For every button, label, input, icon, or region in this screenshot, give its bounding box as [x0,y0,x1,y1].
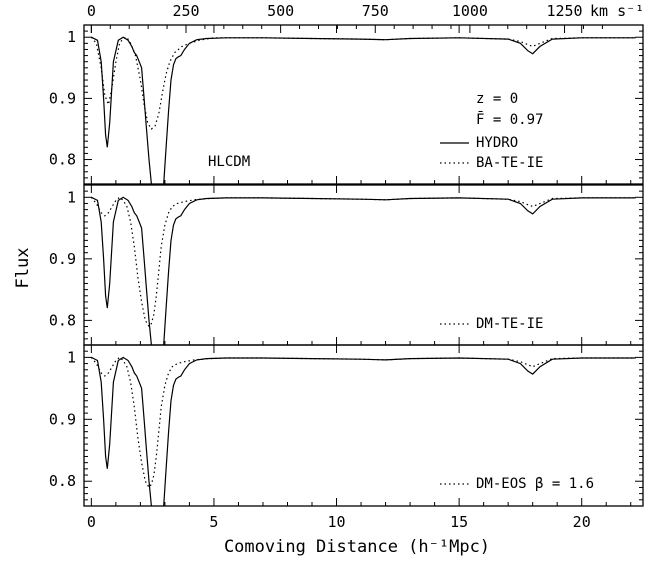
y-tick-label: 1 [67,188,76,206]
panel-1-label: HLCDM [208,154,250,170]
chart-panels: 0.8 0.9 1 0.8 0.9 1 0.8 0.9 1 [49,24,644,507]
top-tick-label: 250 [172,2,199,20]
x-tick-label: 0 [87,513,96,531]
top-tick-label: 1000 [452,2,488,20]
panel-2-frame [83,184,644,346]
x-tick-label: 15 [450,513,468,531]
y-tick-label: 0.8 [49,311,76,329]
y-axis-label: Flux [13,248,33,289]
chart-axes: 0 5 10 15 20 0 250 500 750 1000 1250 [87,2,591,531]
panel-1-redshift: z = 0 [476,91,518,107]
x-axis-label: Comoving Distance (h⁻¹Mpc) [224,537,490,557]
y-tick-label: 0.9 [49,410,76,428]
y-tick-label: 1 [67,348,76,366]
legend-dm-te-ie-label: DM-TE-IE [476,316,543,332]
panel-1-frame [83,24,644,185]
legend-hydro-label: HYDRO [476,135,518,151]
y-tick-label: 0.9 [49,250,76,268]
panel-3-hydro-curve [91,356,636,506]
panel-2-hydro-curve [91,196,636,345]
y-tick-label: 0.8 [49,151,76,169]
panel-2: 0.8 0.9 1 [49,184,644,346]
panel-1-hydro-curve [91,36,636,184]
legend-ba-te-ie-label: BA-TE-IE [476,155,543,171]
top-axis-unit: km s⁻¹ [590,2,644,20]
y-tick-label: 1 [67,28,76,46]
top-tick-label: 750 [362,2,389,20]
top-tick-label: 1250 [546,2,582,20]
panel-3: 0.8 0.9 1 [49,344,644,507]
top-tick-label: 0 [87,2,96,20]
panel-2-model-curve [90,196,636,328]
panel-1: 0.8 0.9 1 [49,24,644,185]
x-tick-label: 20 [573,513,591,531]
y-tick-label: 0.8 [49,472,76,490]
x-tick-label: 10 [327,513,345,531]
panel-1-mean-flux: F̄ = 0.97 [476,110,543,128]
y-tick-label: 0.9 [49,89,76,107]
panel-3-model-curve [90,356,636,489]
x-tick-label: 5 [209,513,218,531]
top-tick-label: 500 [267,2,294,20]
panel-1-model-curve [90,36,636,130]
legend-dm-eos-label: DM-EOS β = 1.6 [476,476,594,492]
